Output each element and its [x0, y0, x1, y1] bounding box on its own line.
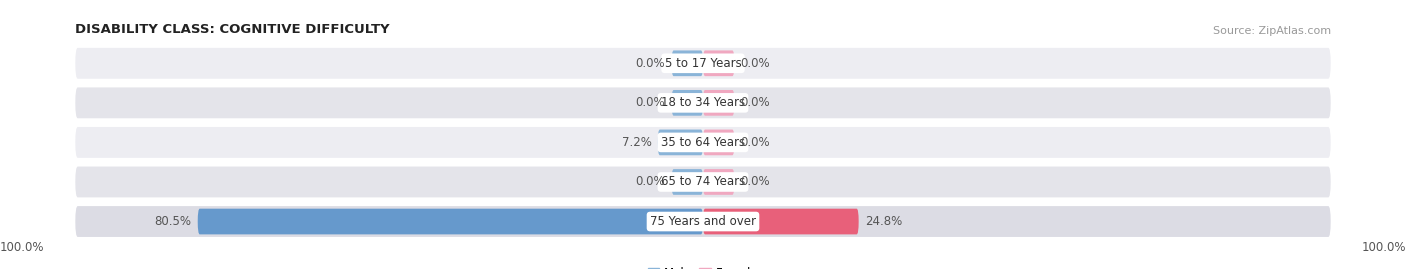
FancyBboxPatch shape — [703, 50, 734, 76]
FancyBboxPatch shape — [672, 169, 703, 195]
FancyBboxPatch shape — [76, 87, 1330, 118]
Text: 100.0%: 100.0% — [1361, 241, 1406, 254]
FancyBboxPatch shape — [703, 169, 734, 195]
Text: 18 to 34 Years: 18 to 34 Years — [661, 96, 745, 109]
Text: 0.0%: 0.0% — [636, 57, 665, 70]
FancyBboxPatch shape — [703, 209, 859, 234]
Text: 0.0%: 0.0% — [741, 57, 770, 70]
FancyBboxPatch shape — [658, 130, 703, 155]
FancyBboxPatch shape — [703, 90, 734, 116]
Text: 24.8%: 24.8% — [865, 215, 903, 228]
FancyBboxPatch shape — [76, 127, 1330, 158]
Text: Source: ZipAtlas.com: Source: ZipAtlas.com — [1212, 26, 1330, 36]
FancyBboxPatch shape — [76, 48, 1330, 79]
Text: 5 to 17 Years: 5 to 17 Years — [665, 57, 741, 70]
FancyBboxPatch shape — [672, 50, 703, 76]
Text: 0.0%: 0.0% — [741, 175, 770, 189]
Text: DISABILITY CLASS: COGNITIVE DIFFICULTY: DISABILITY CLASS: COGNITIVE DIFFICULTY — [76, 23, 389, 36]
FancyBboxPatch shape — [198, 209, 703, 234]
Text: 7.2%: 7.2% — [621, 136, 651, 149]
FancyBboxPatch shape — [672, 90, 703, 116]
Text: 80.5%: 80.5% — [155, 215, 191, 228]
FancyBboxPatch shape — [76, 167, 1330, 197]
Legend: Male, Female: Male, Female — [643, 262, 763, 269]
Text: 0.0%: 0.0% — [741, 136, 770, 149]
Text: 0.0%: 0.0% — [636, 96, 665, 109]
FancyBboxPatch shape — [76, 206, 1330, 237]
Text: 75 Years and over: 75 Years and over — [650, 215, 756, 228]
Text: 35 to 64 Years: 35 to 64 Years — [661, 136, 745, 149]
FancyBboxPatch shape — [703, 130, 734, 155]
Text: 100.0%: 100.0% — [0, 241, 45, 254]
Text: 0.0%: 0.0% — [636, 175, 665, 189]
Text: 0.0%: 0.0% — [741, 96, 770, 109]
Text: 65 to 74 Years: 65 to 74 Years — [661, 175, 745, 189]
